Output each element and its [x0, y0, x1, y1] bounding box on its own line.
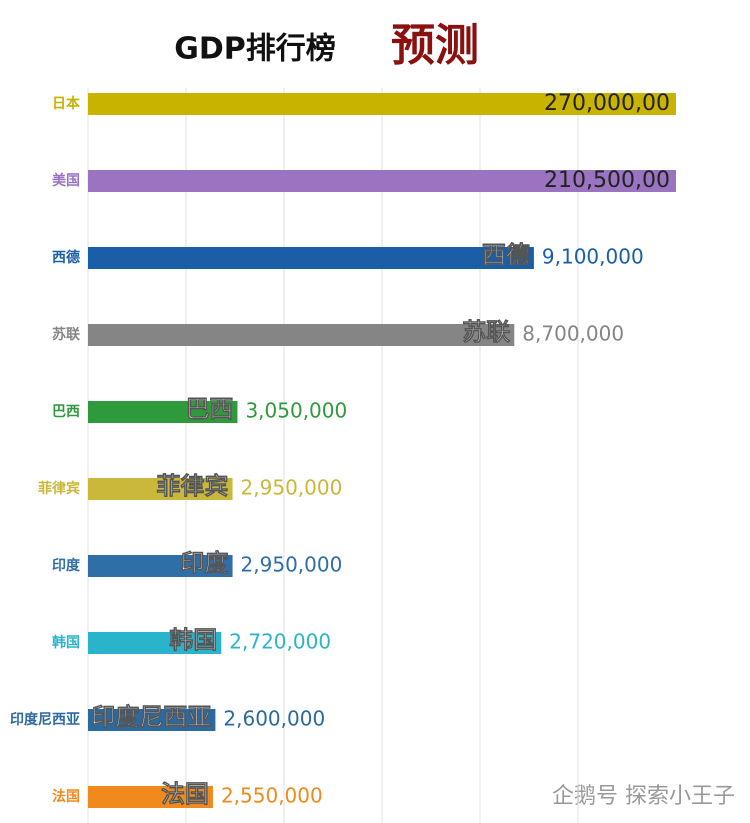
value-label: 2,720,000 — [229, 630, 331, 654]
bar-name: 苏联 — [462, 318, 510, 346]
value-label: 2,950,000 — [241, 553, 343, 577]
bar — [88, 555, 233, 577]
bar-name: 西德 — [482, 241, 530, 269]
bar-name: 韩国 — [169, 626, 217, 654]
bar-name: 印度尼西亚 — [91, 703, 211, 731]
bar — [88, 247, 534, 269]
value-label: 3,050,000 — [245, 399, 347, 423]
value-label: 8,700,000 — [522, 322, 624, 346]
chart-title: GDP排行榜 — [174, 32, 336, 67]
bar — [88, 478, 233, 500]
category-label: 苏联 — [52, 326, 81, 343]
bar — [88, 786, 213, 808]
bar-name: 巴西 — [185, 395, 233, 423]
value-label: 210,500,00 — [544, 168, 670, 193]
value-label: 2,550,000 — [221, 784, 323, 808]
value-label: 2,950,000 — [241, 476, 343, 500]
bar — [88, 709, 216, 731]
bar — [88, 93, 676, 115]
value-label: 9,100,000 — [542, 245, 644, 269]
category-label: 菲律宾 — [38, 480, 80, 497]
watermark: 企鹅号 探索小王子 — [552, 784, 735, 809]
bar — [88, 401, 238, 423]
category-label: 韩国 — [52, 634, 80, 651]
bar — [88, 632, 222, 654]
category-label: 西德 — [52, 249, 80, 266]
bar-name: 法国 — [161, 780, 209, 808]
bar-name: 菲律宾 — [157, 472, 229, 500]
value-label: 270,000,00 — [544, 91, 670, 116]
category-label: 印度尼西亚 — [10, 711, 80, 728]
bar-name: 印度 — [181, 549, 230, 577]
category-label: 法国 — [52, 788, 80, 805]
value-label: 2,600,000 — [223, 707, 325, 731]
bar — [88, 324, 515, 346]
category-label: 日本 — [52, 95, 81, 112]
category-label: 印度 — [52, 557, 81, 574]
chart-subtitle: 预测 — [391, 20, 479, 71]
bar — [88, 170, 676, 192]
category-label: 美国 — [52, 172, 80, 189]
category-label: 巴西 — [52, 404, 80, 420]
